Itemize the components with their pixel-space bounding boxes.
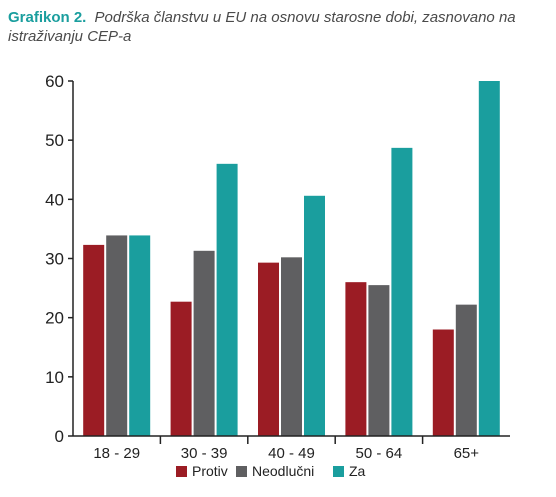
y-tick-label: 0 — [55, 427, 64, 446]
legend-label-protiv: Protiv — [192, 463, 228, 479]
bar-protiv-1 — [170, 301, 192, 436]
bar-za-4 — [478, 81, 500, 436]
legend-swatch-za — [333, 466, 344, 477]
bar-protiv-4 — [432, 329, 454, 436]
x-tick-label: 18 - 29 — [93, 445, 140, 462]
bar-za-3 — [391, 147, 413, 436]
bar-neodluni-4 — [455, 304, 477, 436]
figure-caption: Podrška članstvu u EU na osnovu starosne… — [8, 9, 516, 45]
bar-protiv-2 — [258, 262, 279, 436]
legend-swatch-neodlucni — [236, 466, 247, 477]
bar-protiv-0 — [83, 244, 105, 436]
y-tick-label: 50 — [45, 131, 64, 150]
bar-neodluni-1 — [193, 250, 215, 436]
y-tick-label: 10 — [45, 368, 64, 387]
y-tick-label: 30 — [45, 250, 64, 269]
legend-label-za: Za — [349, 463, 366, 479]
y-tick-label: 40 — [45, 190, 64, 209]
bar-za-1 — [216, 163, 238, 437]
x-tick-label: 65+ — [454, 445, 480, 462]
bar-protiv-3 — [345, 282, 367, 436]
x-tick-label: 30 - 39 — [181, 445, 228, 462]
bar-za-0 — [129, 235, 151, 436]
bar-neodluni-0 — [106, 235, 128, 436]
x-tick-label: 50 - 64 — [356, 445, 403, 462]
legend-swatch-protiv — [176, 466, 187, 477]
y-tick-label: 60 — [45, 72, 64, 91]
bar-neodluni-2 — [281, 257, 302, 436]
y-tick-label: 20 — [45, 309, 64, 328]
bar-neodluni-3 — [368, 285, 390, 436]
x-tick-label: 40 - 49 — [268, 445, 315, 462]
chart-title: Grafikon 2. Podrška članstvu u EU na osn… — [8, 8, 548, 46]
bar-za-2 — [304, 195, 325, 436]
figure-label: Grafikon 2. — [8, 9, 87, 26]
legend-label-neodlucni: Neodlučni — [252, 463, 314, 479]
